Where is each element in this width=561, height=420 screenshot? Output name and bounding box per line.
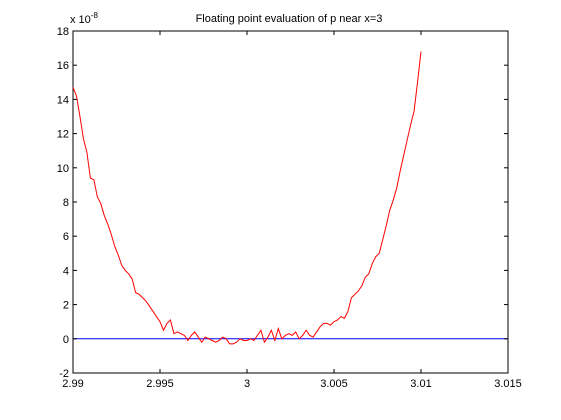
y-tick-label: 8 <box>63 197 69 209</box>
y-scale-factor-exponent: -8 <box>91 11 99 20</box>
y-tick-label: -2 <box>59 368 69 380</box>
y-tick-label: 4 <box>63 265 69 277</box>
y-axis: -2 0 2 4 6 8 10 12 14 16 18 <box>57 26 508 380</box>
x-tick-label: 3.005 <box>320 378 348 390</box>
y-tick-label: 6 <box>63 231 69 243</box>
series-line-p <box>72 51 422 345</box>
y-tick-label: 18 <box>57 26 69 38</box>
y-scale-factor: x 10-8 <box>70 11 98 26</box>
y-tick-label: 12 <box>57 129 69 141</box>
y-tick-label: 14 <box>57 94 69 106</box>
y-scale-factor-base: x 10 <box>70 14 91 26</box>
plot-area-frame <box>72 30 509 374</box>
x-tick-label: 3 <box>244 378 250 390</box>
x-tick-label: 2.99 <box>62 378 83 390</box>
curve-layer <box>72 51 422 345</box>
y-tick-label: 0 <box>63 334 69 346</box>
chart-title: Floating point evaluation of p near x=3 <box>196 13 383 25</box>
x-axis: 2.99 2.995 3 3.005 3.01 3.015 <box>62 31 522 390</box>
x-tick-label: 3.01 <box>410 378 431 390</box>
y-tick-label: 2 <box>63 300 69 312</box>
x-tick-label: 3.015 <box>494 378 522 390</box>
y-tick-label: 10 <box>57 163 69 175</box>
y-tick-label: 16 <box>57 60 69 72</box>
x-tick-label: 2.995 <box>146 378 174 390</box>
